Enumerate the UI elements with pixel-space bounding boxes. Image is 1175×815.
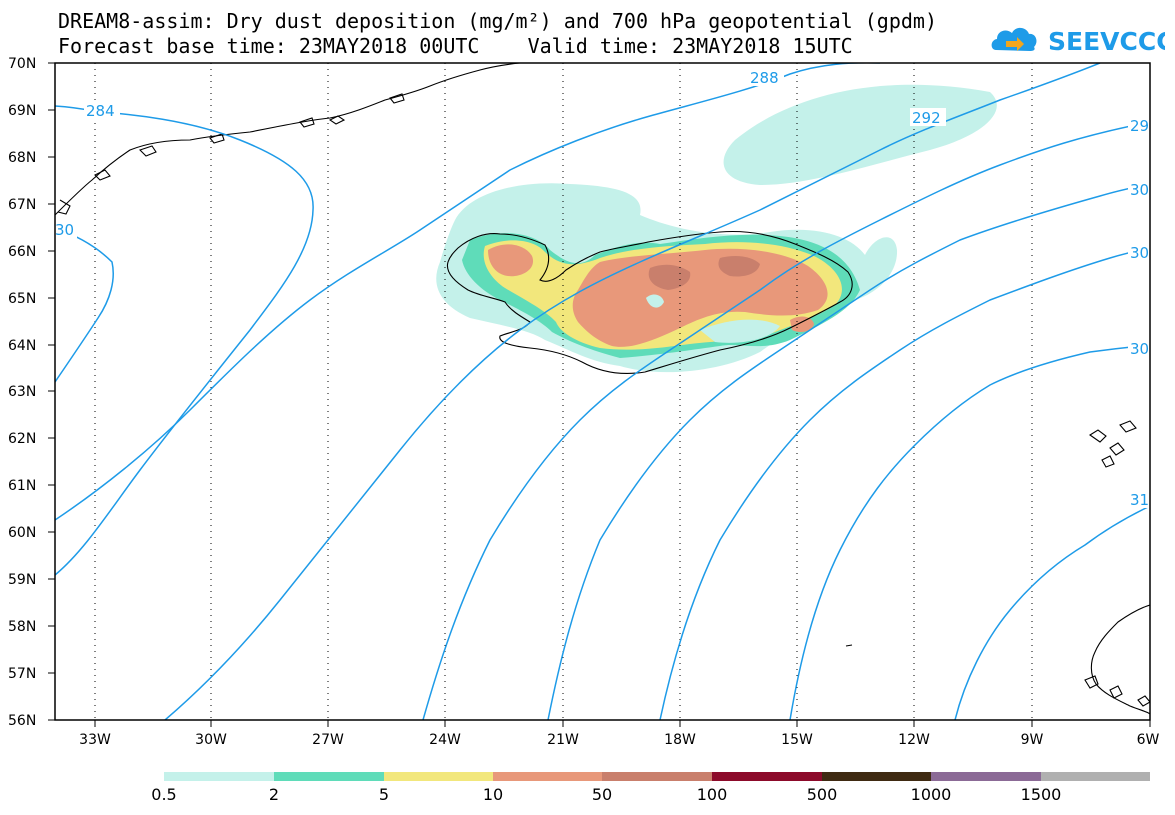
lat-label: 59N: [8, 572, 36, 588]
longitude-axis: 33W 30W 27W 24W 21W 18W 15W 12W 9W 6W: [79, 720, 1160, 748]
legend-label: 10: [483, 785, 503, 804]
lon-label: 15W: [781, 732, 813, 748]
lon-label: 24W: [429, 732, 461, 748]
dust-shading: [436, 84, 997, 373]
lat-label: 56N: [8, 713, 36, 729]
contour-labels: 284 288 292 29 30 30 30 31 30: [55, 68, 1150, 509]
map-background: [55, 63, 1150, 720]
contour-304: [659, 247, 1150, 720]
legend-label: 0.5: [151, 785, 176, 804]
contour-288: [55, 63, 880, 521]
lat-label: 66N: [8, 244, 36, 260]
lat-label: 60N: [8, 525, 36, 541]
lat-label: 68N: [8, 150, 36, 166]
legend-swatch: [822, 772, 931, 781]
contour-284: [55, 105, 314, 576]
color-legend: 0.5 2 5 10 50 100 500 1000 1500: [151, 772, 1150, 804]
contour-label-308: 30: [1130, 340, 1149, 358]
cloud-icon: [991, 27, 1037, 51]
coastlines: [55, 63, 1150, 715]
lon-label: 21W: [547, 732, 579, 748]
contour-label-300: 30: [1130, 181, 1149, 199]
legend-swatch: [712, 772, 822, 781]
lat-label: 61N: [8, 478, 36, 494]
lat-label: 65N: [8, 291, 36, 307]
lon-label: 18W: [664, 732, 696, 748]
latitude-axis: 70N 69N 68N 67N 66N 65N 64N 63N 62N 61N …: [8, 56, 55, 729]
legend-label: 1000: [911, 785, 952, 804]
lat-label: 58N: [8, 619, 36, 635]
legend-label: 1500: [1021, 785, 1062, 804]
contour-label-304: 30: [1130, 244, 1149, 262]
lon-label: 6W: [1137, 732, 1160, 748]
contour-label-284: 284: [86, 102, 115, 120]
legend-swatch: [931, 772, 1041, 781]
legend-label: 2: [269, 785, 279, 804]
legend-label: 5: [379, 785, 389, 804]
logo-text: SEEVCCC: [1048, 27, 1165, 56]
contour-label-312: 31: [1130, 491, 1149, 509]
map-title: DREAM8-assim: Dry dust deposition (mg/m²…: [58, 9, 937, 33]
contour-label-296: 29: [1130, 117, 1149, 135]
contour-280: [55, 227, 114, 383]
legend-swatch: [602, 772, 712, 781]
contour-312: [954, 505, 1150, 720]
contour-label-292: 292: [912, 109, 941, 127]
lon-label: 30W: [195, 732, 227, 748]
legend-swatch: [274, 772, 384, 781]
contour-292: [164, 63, 1101, 720]
legend-label: 500: [807, 785, 838, 804]
legend-swatch: [493, 772, 602, 781]
contour-label-288: 288: [750, 69, 779, 87]
legend-swatch: [1041, 772, 1150, 781]
lat-label: 63N: [8, 384, 36, 400]
lat-label: 67N: [8, 197, 36, 213]
lat-label: 64N: [8, 338, 36, 354]
lat-label: 70N: [8, 56, 36, 72]
legend-label: 100: [697, 785, 728, 804]
contour-296: [422, 121, 1150, 720]
contour-300: [547, 183, 1150, 720]
geopotential-contours: [55, 63, 1150, 720]
contour-308: [789, 344, 1150, 720]
lon-label: 12W: [898, 732, 930, 748]
lat-label: 57N: [8, 666, 36, 682]
lon-label: 9W: [1021, 732, 1044, 748]
lon-label: 33W: [79, 732, 111, 748]
map-subtitle: Forecast base time: 23MAY2018 00UTC Vali…: [58, 34, 853, 58]
legend-label: 50: [592, 785, 612, 804]
legend-swatch: [384, 772, 493, 781]
legend-swatch: [164, 772, 274, 781]
seevccc-logo: SEEVCCC: [990, 20, 1165, 58]
contour-label-280: 30: [55, 221, 74, 239]
lon-label: 27W: [312, 732, 344, 748]
lat-label: 69N: [8, 103, 36, 119]
lat-label: 62N: [8, 431, 36, 447]
